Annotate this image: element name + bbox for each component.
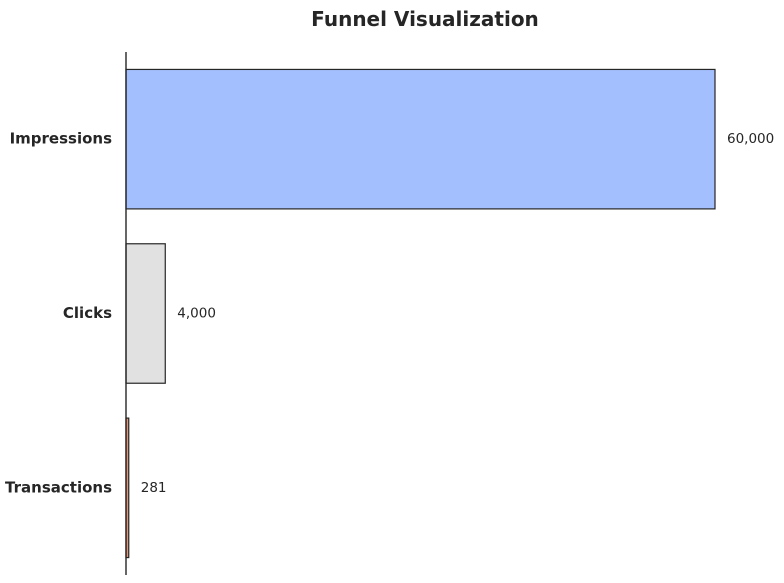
bar-clicks [125, 243, 166, 384]
category-label-transactions: Transactions [5, 478, 112, 496]
value-label-transactions: 281 [141, 480, 167, 496]
category-labels-group: Impressions Clicks Transactions [5, 130, 112, 497]
bars-group [125, 68, 716, 559]
value-labels-group: 60,000 4,000 281 [141, 131, 774, 496]
bar-impressions [125, 68, 716, 210]
chart-title: Funnel Visualization [311, 7, 539, 31]
value-label-impressions: 60,000 [727, 131, 774, 147]
category-label-impressions: Impressions [10, 130, 113, 148]
category-label-clicks: Clicks [63, 304, 112, 322]
value-label-clicks: 4,000 [177, 306, 216, 322]
